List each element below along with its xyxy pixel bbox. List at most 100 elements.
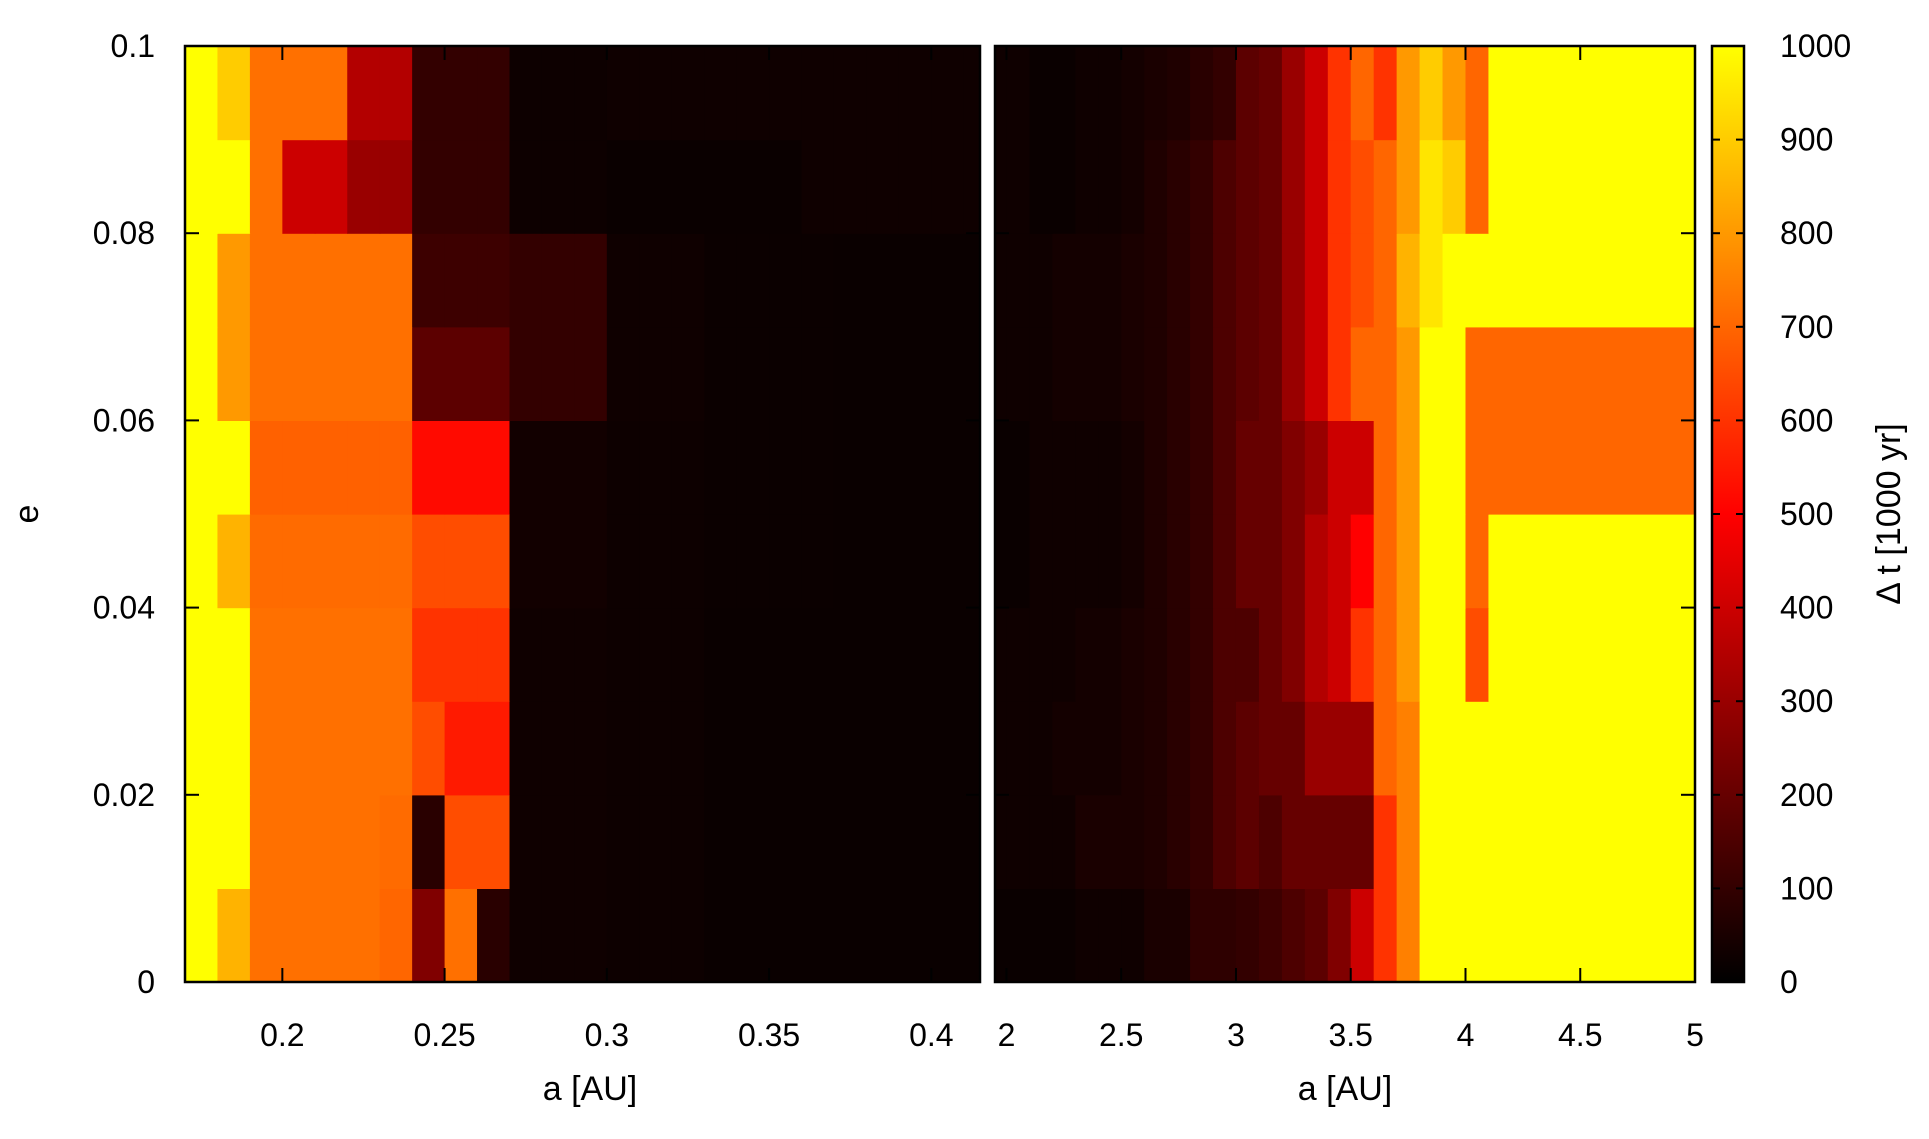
heatmap-cell-inner-3-3 [282,607,316,702]
heatmap-cell-inner-8-21 [866,139,900,234]
heatmap-cell-outer-9-13 [1281,46,1306,141]
heatmap-cell-inner-2-22 [898,701,932,796]
heatmap-cell-inner-0-15 [671,888,705,983]
heatmap-cell-inner-3-11 [541,607,575,702]
heatmap-cell-outer-0-10 [1213,888,1237,983]
heatmap-cell-inner-8-16 [704,139,738,234]
heatmap-cell-outer-9-22 [1488,46,1696,141]
heatmap-cell-outer-7-16 [1350,233,1375,328]
heatmap-cell-outer-2-14 [1304,701,1329,796]
heatmap-cell-inner-5-8 [444,420,478,515]
heatmap-cell-inner-2-24 [963,701,981,796]
heatmap-cell-inner-0-24 [963,888,981,983]
heatmap-cell-outer-5-13 [1281,420,1306,515]
heatmap-cell-outer-3-19 [1419,607,1444,702]
heatmap-cell-inner-1-23 [931,794,965,889]
heatmap-cell-outer-9-20 [1442,46,1467,141]
heatmap-cell-inner-6-17 [736,326,770,421]
y-tick-label-4: 0.08 [93,215,155,251]
heatmap-cell-outer-0-4 [1075,888,1099,983]
heatmap-cell-outer-9-4 [1075,46,1099,141]
heatmap-cell-inner-0-16 [704,888,738,983]
heatmap-cell-outer-4-1 [1006,514,1031,609]
heatmap-cell-outer-7-21 [1465,233,1490,328]
heatmap-cell-inner-4-20 [833,514,868,609]
heatmap-cell-inner-7-5 [347,233,381,328]
heatmap-cell-outer-9-17 [1373,46,1398,141]
heatmap-cell-inner-3-4 [314,607,348,702]
x-tick-label-inner-2: 0.3 [585,1017,629,1053]
heatmap-cell-inner-8-5 [347,139,381,234]
heatmap-cell-inner-3-7 [412,607,446,702]
heatmap-cell-outer-4-5 [1098,514,1122,609]
heatmap-cell-inner-5-7 [412,420,446,515]
heatmap-cell-outer-7-13 [1281,233,1306,328]
heatmap-cell-inner-4-9 [477,514,511,609]
heatmap-cell-inner-7-21 [866,233,900,328]
heatmap-cell-outer-0-22 [1488,888,1696,983]
heatmap-cell-inner-6-1 [217,326,251,421]
heatmap-cell-outer-3-10 [1213,607,1237,702]
heatmap-cell-outer-9-3 [1052,46,1076,141]
plot-frame-outer [993,44,1697,984]
heatmap-cell-outer-8-2 [1029,139,1053,234]
heatmap-cell-outer-5-7 [1144,420,1168,515]
heatmap-cell-outer-3-1 [1006,607,1031,702]
heatmap-cell-outer-3-6 [1121,607,1145,702]
heatmap-cell-outer-5-18 [1396,420,1421,515]
heatmap-cell-outer-2-2 [1029,701,1053,796]
heatmap-cell-outer-4-14 [1304,514,1329,609]
heatmap-cell-outer-6-21 [1465,326,1490,421]
heatmap-cell-inner-3-16 [704,607,738,702]
heatmap-cell-inner-1-16 [704,794,738,889]
heatmap-cell-outer-0-19 [1419,888,1444,983]
heatmap-cell-inner-1-15 [671,794,705,889]
heatmap-cell-inner-8-3 [282,139,316,234]
heatmap-cell-outer-0-18 [1396,888,1421,983]
heatmap-cell-inner-8-20 [833,139,868,234]
heatmap-cell-inner-7-16 [704,233,738,328]
heatmap-cell-inner-7-20 [833,233,868,328]
heatmap-cell-outer-0-6 [1121,888,1145,983]
heatmap-cell-outer-0-11 [1235,888,1260,983]
heatmap-cell-outer-6-11 [1235,326,1260,421]
heatmap-cell-outer-4-21 [1465,514,1490,609]
colorbar-tick-label-1: 100 [1780,870,1833,906]
x-tick-label-outer-2: 3 [1227,1017,1245,1053]
heatmap-cell-inner-9-0 [185,46,219,141]
heatmap-cell-inner-0-2 [249,888,283,983]
heatmap-cell-inner-5-22 [898,420,932,515]
heatmap-cell-inner-6-18 [769,326,803,421]
heatmap-cell-inner-5-6 [379,420,413,515]
heatmap-cell-outer-5-14 [1304,420,1329,515]
x-tick-label-outer-6: 5 [1686,1017,1704,1053]
heatmap-cell-outer-1-1 [1006,794,1031,889]
heatmap-cell-inner-4-13 [606,514,640,609]
heatmap-cell-outer-2-21 [1465,701,1490,796]
heatmap-cell-outer-6-0 [995,326,1008,421]
heatmap-cell-inner-2-13 [606,701,640,796]
heatmap-cell-outer-9-18 [1396,46,1421,141]
heatmap-cell-inner-3-6 [379,607,413,702]
heatmap-cell-inner-6-5 [347,326,381,421]
heatmap-cell-outer-3-8 [1167,607,1191,702]
heatmap-cell-outer-9-9 [1190,46,1214,141]
heatmap-cell-outer-5-4 [1075,420,1099,515]
heatmap-cell-inner-8-10 [509,139,543,234]
heatmap-cell-outer-7-19 [1419,233,1444,328]
heatmap-cell-inner-5-18 [769,420,803,515]
x-tick-label-outer-4: 4 [1457,1017,1475,1053]
heatmap-cell-outer-2-16 [1350,701,1375,796]
heatmap-cell-inner-3-24 [963,607,981,702]
heatmap-cell-inner-9-22 [898,46,932,141]
heatmap-cell-outer-9-19 [1419,46,1444,141]
colorbar-tick-label-8: 800 [1780,215,1833,251]
heatmap-cell-inner-1-4 [314,794,348,889]
heatmap-cell-inner-5-21 [866,420,900,515]
heatmap-cell-inner-9-18 [769,46,803,141]
heatmap-cell-inner-9-6 [379,46,413,141]
x-axis-label-outer: a [AU] [1298,1070,1392,1108]
heatmap-cell-inner-2-8 [444,701,478,796]
